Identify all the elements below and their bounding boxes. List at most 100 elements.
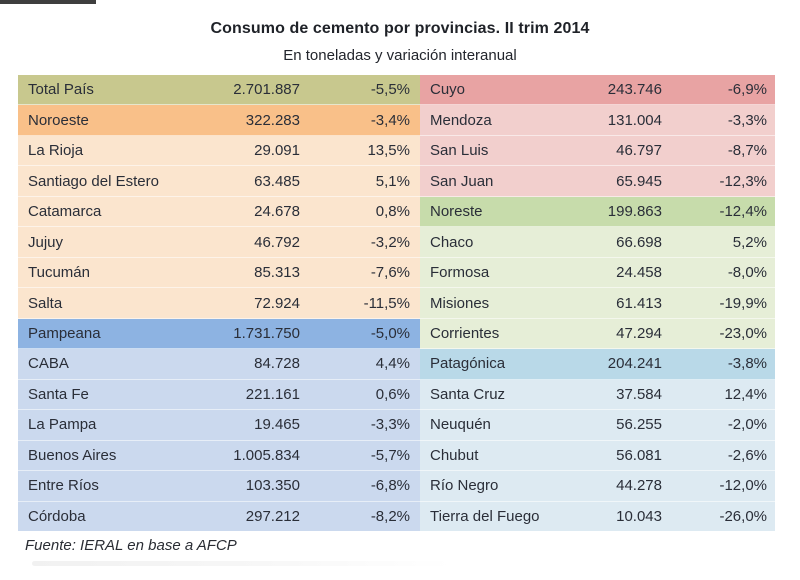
table-left-half: Total País 2.701.887 -5,5% Noroeste 322.283 -…	[18, 75, 420, 532]
yoy-pct-cell: -2,0%	[727, 416, 767, 434]
tons-cell: 297.212	[245, 507, 300, 525]
province-row: Mendoza 131.004 -3,3%	[420, 105, 775, 136]
yoy-pct-cell: 5,1%	[375, 172, 410, 190]
tons-cell: 2.701.887	[233, 81, 300, 99]
yoy-pct-cell: -12,3%	[719, 172, 767, 190]
yoy-pct-cell: -5,5%	[370, 81, 410, 99]
yoy-pct-cell: -8,0%	[727, 264, 767, 282]
tons-cell: 204.241	[607, 355, 662, 373]
province-row: Buenos Aires 1.005.834 -5,7%	[18, 440, 420, 472]
yoy-pct-cell: 4,4%	[375, 355, 410, 373]
tons-cell: 65.945	[616, 172, 662, 190]
source-note: Fuente: IERAL en base a AFCP	[25, 537, 237, 554]
name-cell: Noreste	[430, 203, 483, 221]
region-header-row: Pampeana 1.731.750 -5,0%	[18, 318, 420, 350]
yoy-pct-cell: -3,4%	[370, 111, 410, 129]
name-cell: Noroeste	[28, 111, 89, 129]
name-cell: Chubut	[430, 446, 479, 464]
tons-cell: 10.043	[616, 507, 662, 525]
province-row: Chaco 66.698 5,2%	[420, 227, 775, 258]
province-row: Santa Fe 221.161 0,6%	[18, 379, 420, 411]
name-cell: Cuyo	[430, 81, 466, 99]
yoy-pct-cell: -8,2%	[370, 507, 410, 525]
yoy-pct-cell: -3,8%	[727, 355, 767, 373]
yoy-pct-cell: -12,0%	[719, 477, 767, 495]
top-edge-artifact	[0, 0, 96, 4]
tons-cell: 63.485	[254, 172, 300, 190]
name-cell: Buenos Aires	[28, 446, 117, 464]
province-row: Catamarca 24.678 0,8%	[18, 196, 420, 228]
tons-cell: 47.294	[616, 324, 662, 342]
tons-cell: 103.350	[245, 477, 300, 495]
tons-cell: 221.161	[245, 385, 300, 403]
tons-cell: 85.313	[254, 264, 300, 282]
name-cell: Patagónica	[430, 355, 506, 373]
yoy-pct-cell: 12,4%	[724, 385, 767, 403]
yoy-pct-cell: -26,0%	[719, 507, 767, 525]
yoy-pct-cell: 0,6%	[375, 385, 410, 403]
tons-cell: 322.283	[245, 111, 300, 129]
bottom-edge-artifact	[32, 561, 452, 566]
province-row: CABA 84.728 4,4%	[18, 349, 420, 380]
tons-cell: 24.458	[616, 264, 662, 282]
yoy-pct-cell: -3,3%	[727, 111, 767, 129]
page-title: Consumo de cemento por provincias. II tr…	[210, 20, 590, 37]
yoy-pct-cell: -3,2%	[370, 233, 410, 251]
name-cell: Río Negro	[430, 477, 499, 495]
name-cell: La Pampa	[28, 416, 97, 434]
name-cell: Misiones	[430, 294, 490, 312]
tons-cell: 46.797	[616, 142, 662, 160]
tons-cell: 243.746	[607, 81, 662, 99]
yoy-pct-cell: -7,6%	[370, 264, 410, 282]
region-header-row: Noroeste 322.283 -3,4%	[18, 105, 420, 136]
name-cell: CABA	[28, 355, 69, 373]
tons-cell: 37.584	[616, 385, 662, 403]
name-cell: Chaco	[430, 233, 474, 251]
name-cell: Jujuy	[28, 233, 64, 251]
yoy-pct-cell: -19,9%	[719, 294, 767, 312]
tons-cell: 61.413	[616, 294, 662, 312]
yoy-pct-cell: 13,5%	[367, 142, 410, 160]
province-row: San Juan 65.945 -12,3%	[420, 166, 775, 197]
name-cell: Tierra del Fuego	[430, 507, 540, 525]
tons-cell: 56.255	[616, 416, 662, 434]
province-row: Misiones 61.413 -19,9%	[420, 288, 775, 319]
tons-cell: 66.698	[616, 233, 662, 251]
name-cell: Corrientes	[430, 324, 500, 342]
cement-consumption-table: Total País 2.701.887 -5,5% Noroeste 322.283 -…	[18, 75, 775, 532]
yoy-pct-cell: -2,6%	[727, 446, 767, 464]
tons-cell: 29.091	[254, 142, 300, 160]
yoy-pct-cell: -23,0%	[719, 324, 767, 342]
yoy-pct-cell: -6,8%	[370, 477, 410, 495]
tons-cell: 44.278	[616, 477, 662, 495]
table-right-half: Cuyo 243.746 -6,9% Mendoza 131.004 -3,3% San L…	[420, 75, 775, 532]
province-row: La Pampa 19.465 -3,3%	[18, 410, 420, 441]
province-row: Formosa 24.458 -8,0%	[420, 257, 775, 289]
name-cell: Salta	[28, 294, 63, 312]
name-cell: Santa Fe	[28, 385, 89, 403]
name-cell: Tucumán	[28, 264, 90, 282]
province-row: Entre Ríos 103.350 -6,8%	[18, 471, 420, 502]
yoy-pct-cell: -12,4%	[719, 203, 767, 221]
yoy-pct-cell: -8,7%	[727, 142, 767, 160]
name-cell: San Luis	[430, 142, 489, 160]
tons-cell: 84.728	[254, 355, 300, 373]
province-row: La Rioja 29.091 13,5%	[18, 135, 420, 167]
region-header-row: Cuyo 243.746 -6,9%	[420, 75, 775, 106]
tons-cell: 131.004	[607, 111, 662, 129]
name-cell: Santiago del Estero	[28, 172, 159, 190]
province-row: San Luis 46.797 -8,7%	[420, 135, 775, 167]
region-header-row: Noreste 199.863 -12,4%	[420, 196, 775, 228]
tons-cell: 72.924	[254, 294, 300, 312]
yoy-pct-cell: -5,7%	[370, 446, 410, 464]
name-cell: Formosa	[430, 264, 490, 282]
province-row: Neuquén 56.255 -2,0%	[420, 410, 775, 441]
name-cell: San Juan	[430, 172, 494, 190]
tons-cell: 1.005.834	[233, 446, 300, 464]
name-cell: Santa Cruz	[430, 385, 506, 403]
tons-cell: 56.081	[616, 446, 662, 464]
yoy-pct-cell: -11,5%	[363, 294, 410, 312]
tons-cell: 199.863	[607, 203, 662, 221]
page-subtitle: En toneladas y variación interanual	[283, 47, 517, 64]
